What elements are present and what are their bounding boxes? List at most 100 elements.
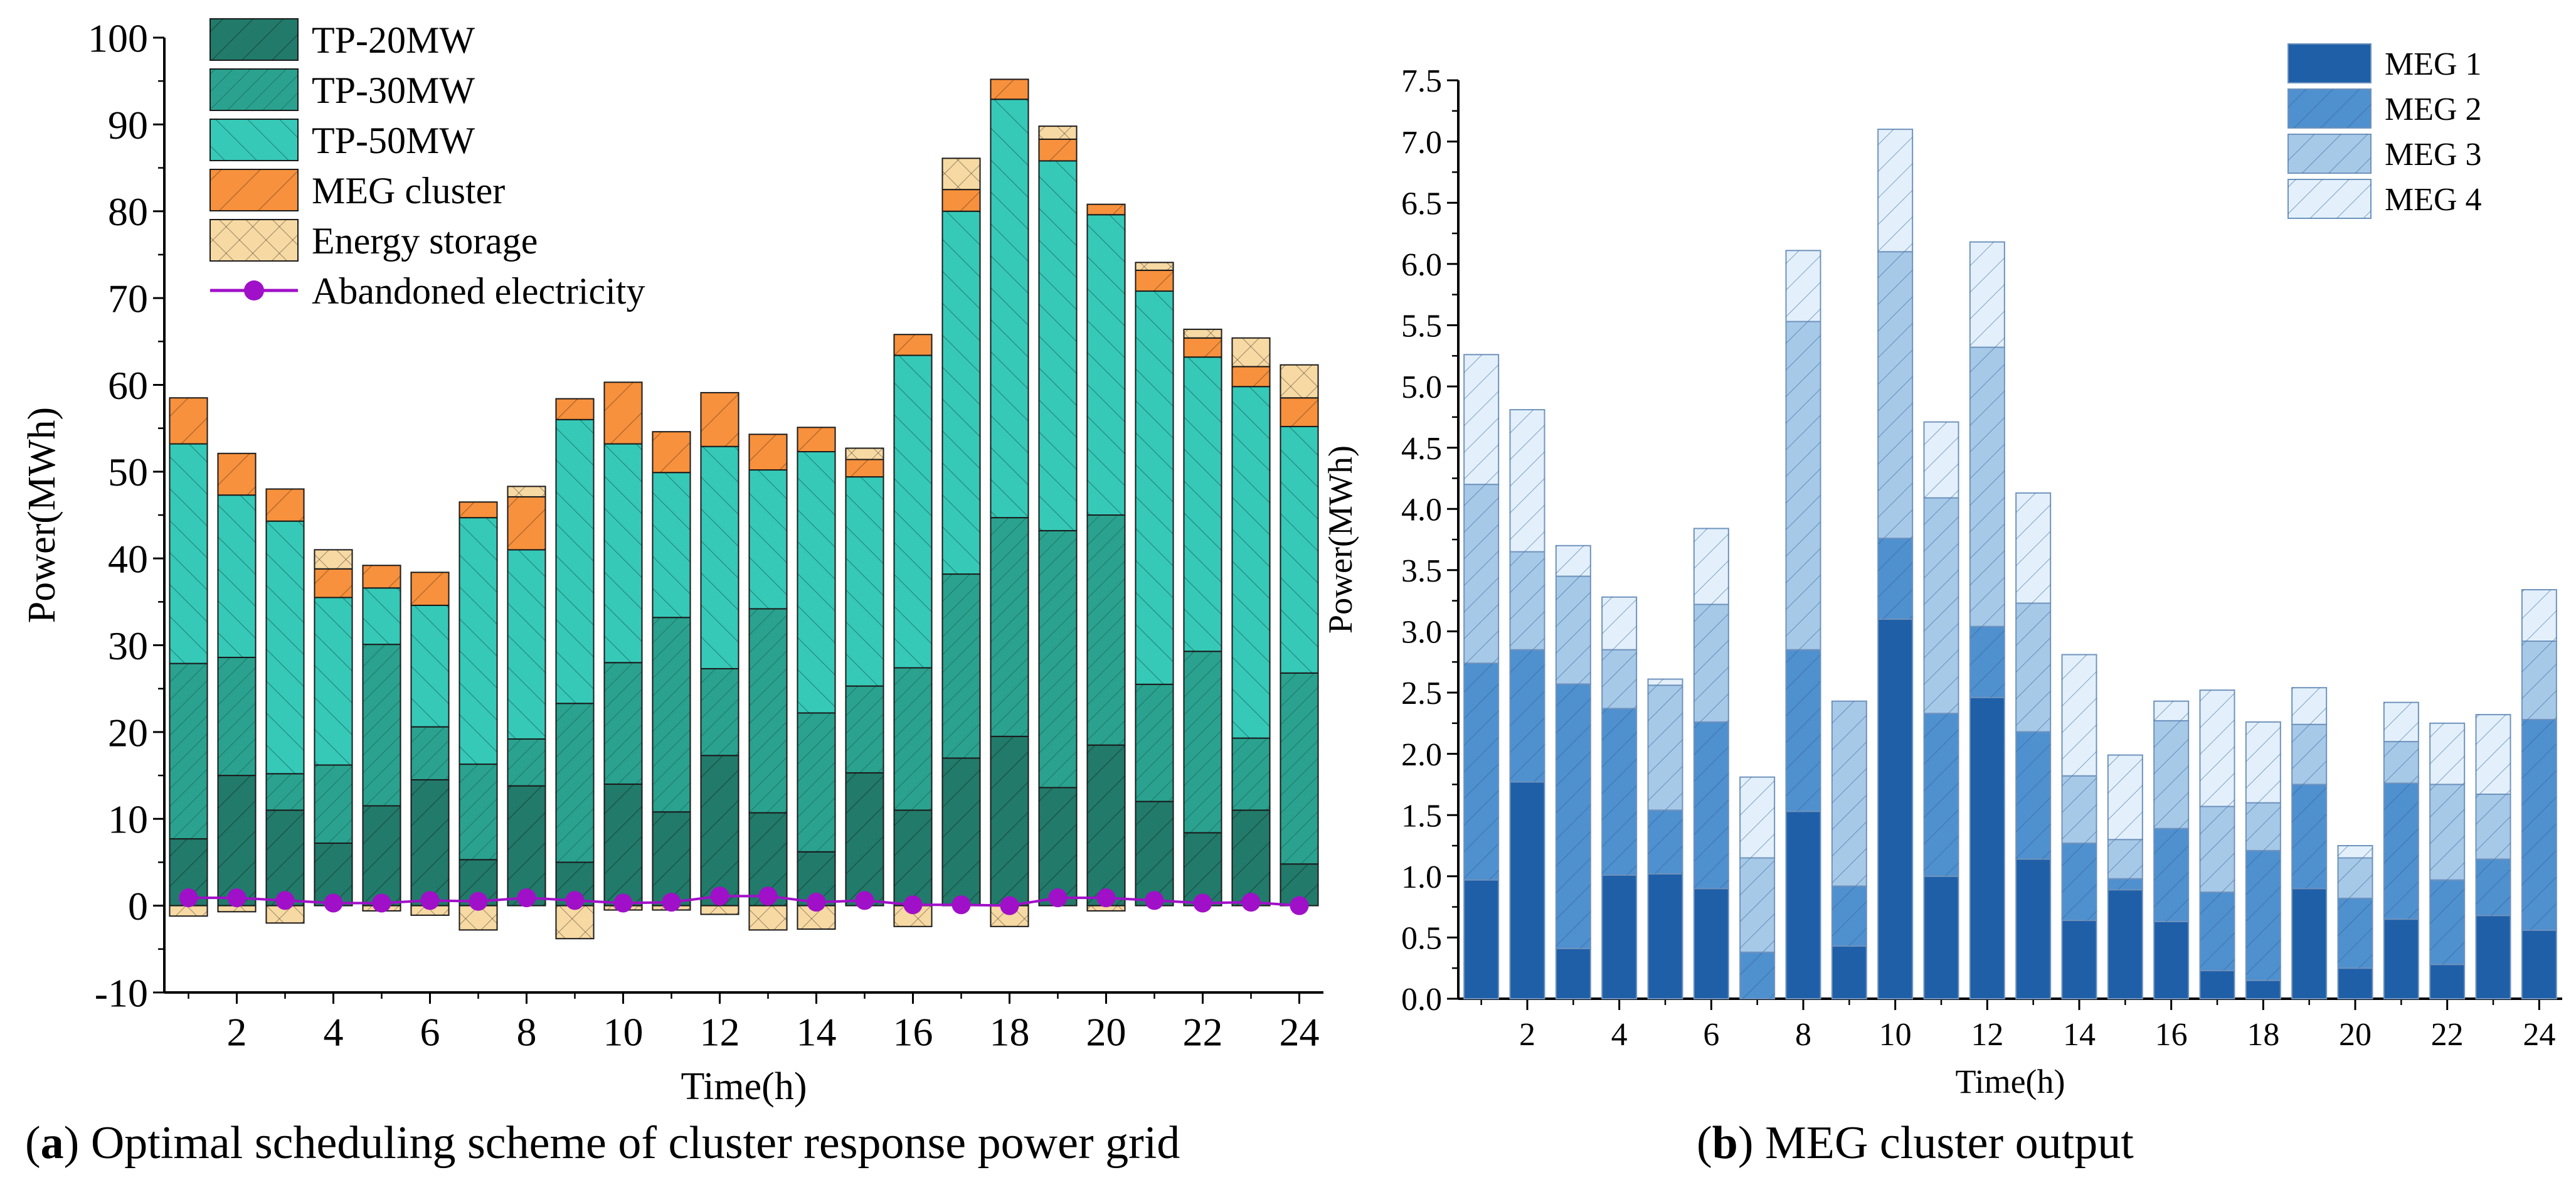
- caption-b-text: MEG cluster output: [1753, 1117, 2134, 1169]
- bar-meg-1: [2521, 929, 2557, 999]
- bar-hatch-tp-20mw: [363, 806, 401, 906]
- bar-hatch-tp-30mw: [1280, 673, 1318, 864]
- point-abandoned-electricity: [1000, 896, 1019, 915]
- bar-hatch-tp-30mw: [845, 686, 884, 773]
- bar-meg-1: [2199, 970, 2235, 1000]
- bar-hatch-meg-cluster: [411, 572, 449, 605]
- bar-hatch-meg-2: [1602, 708, 1637, 875]
- caption-b-paren-close: ): [1737, 1117, 1754, 1169]
- bar-hatch-meg-3: [2107, 839, 2143, 879]
- y-tick-label: 0: [128, 884, 148, 928]
- bar-hatch-energy-storage: [1232, 338, 1270, 367]
- bar-hatch-meg-3: [2476, 794, 2511, 859]
- y-tick-label: 50: [108, 450, 148, 494]
- bar-hatch-meg-2: [2200, 892, 2235, 971]
- legend-swatch-hatch-tp-50mw: [210, 119, 298, 161]
- bar-hatch-meg-3: [2292, 724, 2327, 785]
- y-tick-label: 10: [108, 797, 148, 842]
- x-tick-label: 16: [2155, 1017, 2188, 1053]
- x-tick-label: 14: [2063, 1017, 2096, 1053]
- bar-hatch-tp-50mw: [604, 444, 642, 663]
- legend-swatch-hatch-tp-30mw: [210, 69, 298, 110]
- point-abandoned-electricity: [517, 888, 536, 908]
- bar-hatch-meg-2: [2154, 828, 2189, 922]
- bar-hatch-meg-4: [1648, 679, 1683, 686]
- bar-hatch-tp-20mw: [652, 812, 691, 906]
- bar-meg-1: [1877, 618, 1914, 999]
- bar-hatch-meg-2: [2476, 859, 2511, 916]
- point-abandoned-electricity: [372, 893, 391, 913]
- bar-meg-1: [2245, 979, 2281, 999]
- x-tick-label: 18: [990, 1009, 1030, 1054]
- bar-hatch-tp-50mw: [1184, 357, 1222, 652]
- bar-hatch-meg-3: [2430, 784, 2465, 880]
- legend-label-meg-3: MEG 3: [2385, 137, 2482, 173]
- bar-meg-1: [2475, 915, 2511, 1000]
- legend-marker-abandoned-electricity: [244, 280, 264, 300]
- bar-hatch-meg-2: [1969, 626, 2005, 698]
- bar-hatch-tp-20mw: [1039, 787, 1077, 906]
- bar-hatch-meg-2: [2521, 719, 2557, 930]
- point-abandoned-electricity: [1290, 896, 1309, 915]
- point-abandoned-electricity: [807, 893, 826, 912]
- y-tick-label: 60: [108, 363, 148, 408]
- bar-hatch-tp-50mw: [363, 588, 401, 645]
- bar-hatch-meg-3: [2200, 806, 2235, 893]
- bar-hatch-meg-4: [1786, 250, 1821, 322]
- y-tick-label: 0.0: [1401, 982, 1442, 1018]
- bar-hatch-tp-30mw: [363, 644, 401, 806]
- x-tick-label: 4: [1611, 1017, 1628, 1053]
- x-tick-label: 4: [324, 1009, 344, 1054]
- bar-hatch-meg-2: [2430, 880, 2465, 965]
- bar-hatch-tp-50mw: [459, 518, 497, 765]
- bar-hatch-tp-50mw: [1039, 161, 1077, 531]
- bar-meg-1: [2291, 888, 2328, 999]
- bar-hatch-meg-cluster: [604, 382, 642, 444]
- line-abandoned-electricity: [188, 895, 1300, 907]
- x-tick-label: 14: [797, 1009, 837, 1054]
- legend-label-meg-cluster: MEG cluster: [312, 170, 505, 211]
- point-abandoned-electricity: [758, 886, 778, 906]
- bar-hatch-energy-storage: [507, 486, 546, 497]
- bar-meg-1: [2153, 921, 2190, 1000]
- bar-meg-1: [2429, 964, 2466, 999]
- bar-hatch-meg-2: [1831, 886, 1867, 947]
- bar-hatch-tp-20mw: [1135, 801, 1174, 906]
- bar-hatch-meg-3: [1924, 497, 1959, 714]
- bar-hatch-meg-4: [2521, 590, 2557, 642]
- bar-hatch-meg-4: [1510, 410, 1545, 552]
- bar-hatch-meg-2: [1786, 649, 1821, 812]
- y-tick-label: 80: [108, 189, 148, 234]
- bar-hatch-meg-cluster: [701, 392, 739, 447]
- bar-meg-1: [1509, 781, 1545, 999]
- bar-hatch-meg-cluster: [1232, 366, 1270, 387]
- point-abandoned-electricity: [420, 891, 440, 910]
- point-abandoned-electricity: [1241, 893, 1261, 912]
- point-abandoned-electricity: [662, 893, 681, 912]
- bar-hatch-meg-2: [1924, 713, 1959, 876]
- bar-hatch-meg-cluster: [314, 568, 352, 598]
- bar-hatch-meg-3: [1969, 347, 2005, 627]
- bar-hatch-meg-2: [2292, 784, 2327, 889]
- bar-hatch-tp-50mw: [169, 444, 208, 664]
- bar-hatch-tp-20mw: [604, 784, 642, 906]
- bar-hatch-meg-3: [1602, 649, 1637, 709]
- bar-meg-1: [2061, 920, 2097, 1000]
- x-tick-label: 22: [2431, 1017, 2464, 1053]
- bar-hatch-meg-4: [1693, 528, 1729, 605]
- bar-hatch-energy-storage: [556, 905, 594, 939]
- caption-a-letter: a: [40, 1117, 64, 1169]
- bar-hatch-meg-2: [2107, 878, 2143, 890]
- bar-hatch-energy-storage: [1280, 364, 1318, 398]
- bar-hatch-meg-cluster: [1087, 204, 1125, 215]
- caption-b-paren-open: (: [1697, 1117, 1712, 1169]
- x-tick-label: 6: [1703, 1017, 1719, 1053]
- caption-a: (a) Optimal scheduling scheme of cluster…: [25, 1117, 1180, 1170]
- y-tick-label: 20: [108, 710, 148, 755]
- bar-hatch-meg-4: [1740, 777, 1775, 858]
- bar-hatch-meg-cluster: [942, 189, 980, 211]
- bar-hatch-tp-20mw: [894, 810, 932, 906]
- x-tick-label: 10: [603, 1009, 644, 1054]
- bar-hatch-tp-20mw: [990, 736, 1029, 906]
- y-axis-label: Power(MWh): [21, 407, 63, 623]
